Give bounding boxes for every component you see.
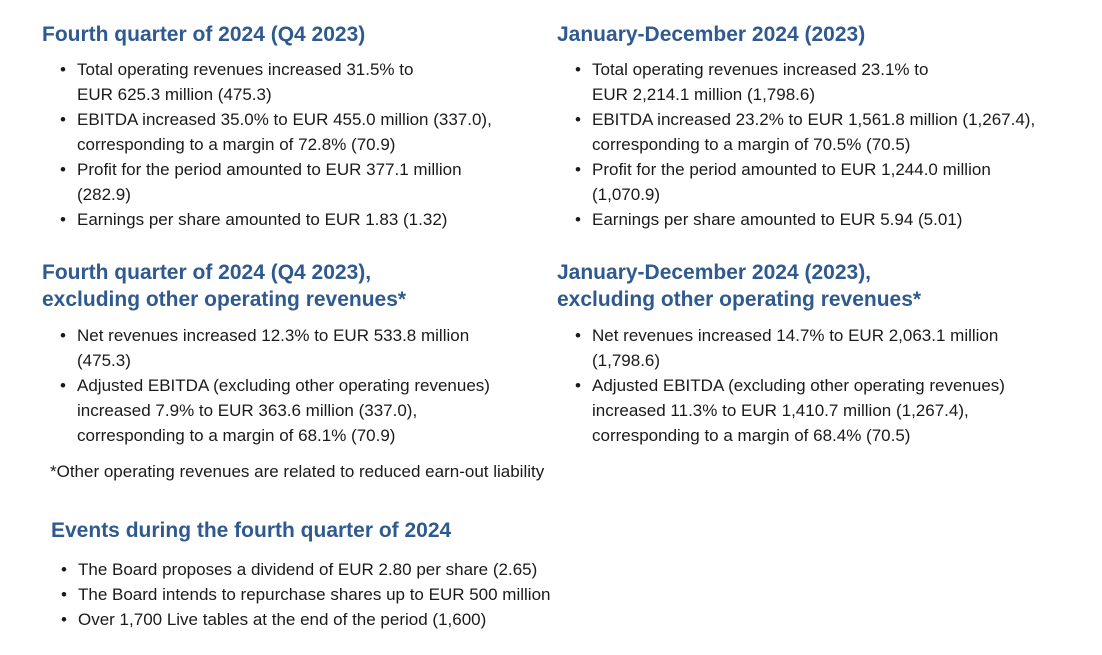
fy-heading: January-December 2024 (2023)	[557, 23, 866, 46]
q4-excl-section: Fourth quarter of 2024 (Q4 2023), exclud…	[42, 259, 542, 448]
list-item: • Total operating revenues increased 23.1…	[557, 57, 1077, 107]
events-section: Events during the fourth quarter of 2024…	[51, 517, 651, 632]
events-heading: Events during the fourth quarter of 2024	[51, 519, 452, 542]
list-item: • The Board intends to repurchase shares …	[51, 582, 651, 607]
bullet-icon: •	[575, 160, 581, 179]
bullet-icon: •	[61, 610, 67, 629]
fy-highlights-section: January-December 2024 (2023) • Total oper…	[557, 21, 1077, 232]
events-bullet-list: • The Board proposes a dividend of EUR 2.…	[51, 557, 651, 632]
bullet-icon: •	[575, 60, 581, 79]
list-item: • Net revenues increased 12.3% to EUR 533…	[42, 323, 542, 373]
bullet-icon: •	[60, 326, 66, 345]
fy-excl-heading: January-December 2024 (2023), excluding …	[557, 261, 922, 311]
q4-excl-bullet-list: • Net revenues increased 12.3% to EUR 533…	[42, 323, 542, 448]
bullet-icon: •	[575, 326, 581, 345]
list-item: • Total operating revenues increased 31.5…	[42, 57, 542, 107]
list-item: • Adjusted EBITDA (excluding other operat…	[557, 373, 1077, 448]
fy-excl-bullet-list: • Net revenues increased 14.7% to EUR 2,0…	[557, 323, 1077, 448]
list-item: • Earnings per share amounted to EUR 5.94…	[557, 207, 1077, 232]
bullet-icon: •	[575, 110, 581, 129]
fy-excl-section: January-December 2024 (2023), excluding …	[557, 259, 1077, 448]
q4-excl-heading: Fourth quarter of 2024 (Q4 2023), exclud…	[42, 261, 407, 311]
bullet-icon: •	[60, 210, 66, 229]
list-item: • EBITDA increased 35.0% to EUR 455.0 mil…	[42, 107, 542, 157]
bullet-icon: •	[61, 560, 67, 579]
q4-bullet-list: • Total operating revenues increased 31.5…	[42, 57, 542, 232]
list-item: • Over 1,700 Live tables at the end of th…	[51, 607, 651, 632]
list-item: • EBITDA increased 23.2% to EUR 1,561.8 m…	[557, 107, 1077, 157]
footnote: *Other operating revenues are related to…	[50, 462, 545, 481]
bullet-icon: •	[60, 376, 66, 395]
q4-heading: Fourth quarter of 2024 (Q4 2023)	[42, 23, 366, 46]
bullet-icon: •	[60, 110, 66, 129]
list-item: • Profit for the period amounted to EUR 3…	[42, 157, 542, 207]
list-item: • Net revenues increased 14.7% to EUR 2,0…	[557, 323, 1077, 373]
bullet-icon: •	[575, 210, 581, 229]
q4-highlights-section: Fourth quarter of 2024 (Q4 2023) • Total …	[42, 21, 542, 232]
bullet-icon: •	[60, 60, 66, 79]
list-item: • Earnings per share amounted to EUR 1.83…	[42, 207, 542, 232]
bullet-icon: •	[575, 376, 581, 395]
bullet-icon: •	[60, 160, 66, 179]
fy-bullet-list: • Total operating revenues increased 23.1…	[557, 57, 1077, 232]
bullet-icon: •	[61, 585, 67, 604]
list-item: • The Board proposes a dividend of EUR 2.…	[51, 557, 651, 582]
list-item: • Adjusted EBITDA (excluding other operat…	[42, 373, 542, 448]
list-item: • Profit for the period amounted to EUR 1…	[557, 157, 1077, 207]
